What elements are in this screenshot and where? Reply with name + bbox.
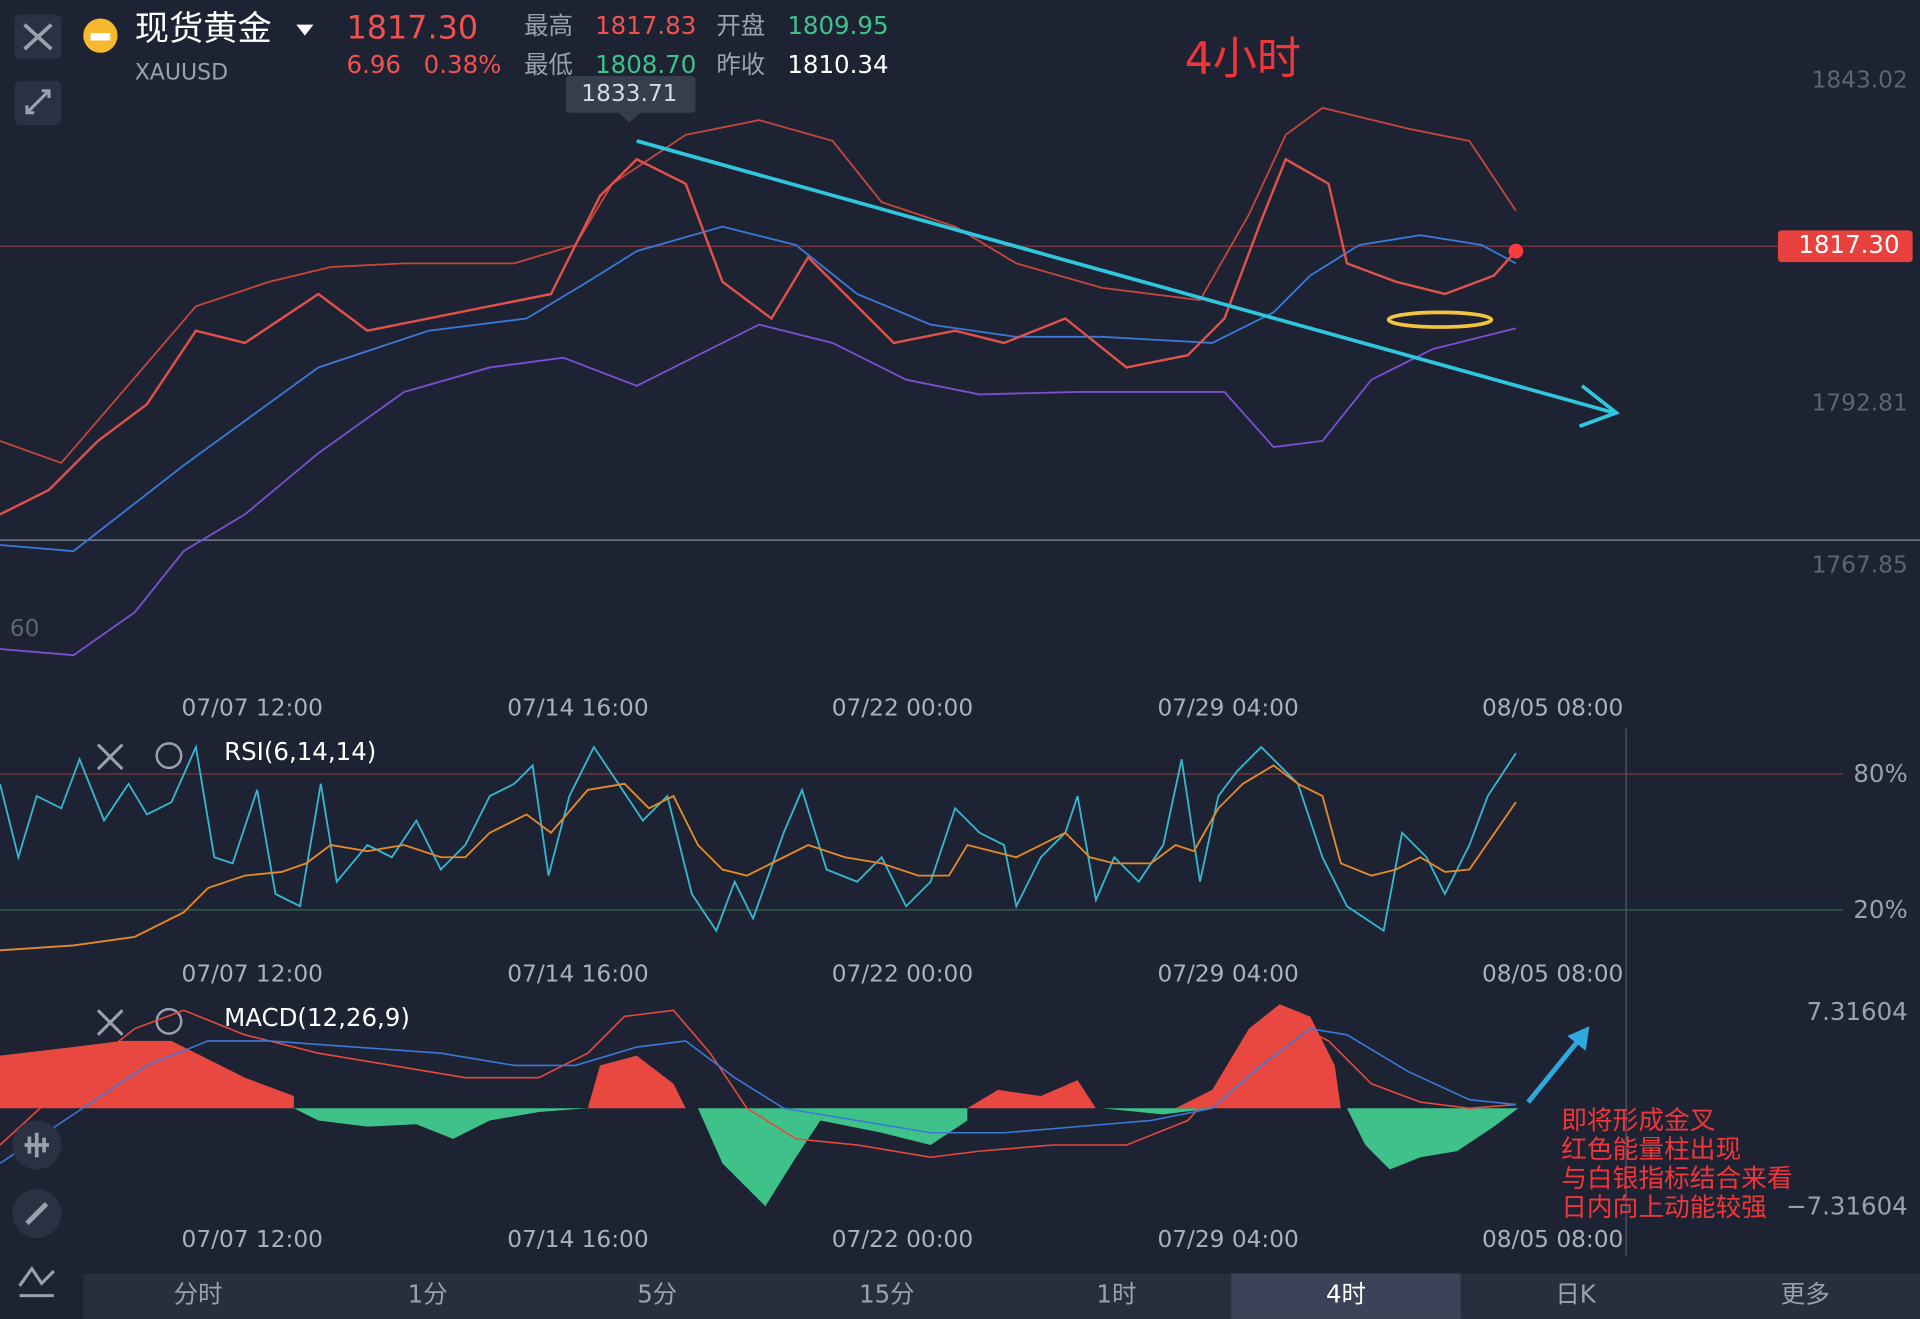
macd-axis-label: −7.31604	[1786, 1191, 1908, 1220]
price-tag-text: 1817.30	[1798, 230, 1899, 259]
price-tag	[1777, 230, 1913, 263]
stat-label: 最低	[524, 50, 573, 79]
change: 6.96	[347, 50, 401, 79]
rsi-slow	[0, 764, 1517, 952]
stat-label: 最高	[524, 11, 573, 40]
change-pct: 0.38%	[424, 50, 502, 79]
tab[interactable]: 1分	[408, 1280, 448, 1309]
note-line: 即将形成金叉	[1561, 1106, 1715, 1136]
rsi-level: 80%	[1853, 759, 1907, 788]
price-trace	[0, 157, 1517, 516]
upper-band	[0, 106, 1517, 465]
time-label: 07/07 12:00	[182, 695, 323, 722]
macd-hist-pos	[1175, 1004, 1341, 1109]
macd-hist-neg	[1346, 1108, 1519, 1170]
time-label: 07/29 04:00	[1157, 695, 1298, 722]
tab[interactable]: 分时	[174, 1280, 223, 1309]
symbol: XAUUSD	[135, 61, 228, 86]
tab-bar	[83, 1273, 1920, 1319]
macd-line	[0, 1027, 1517, 1165]
tab[interactable]: 日K	[1555, 1280, 1596, 1309]
time-label: 08/05 08:00	[1482, 695, 1623, 722]
high-marker: 1833.71	[581, 80, 677, 107]
stat-value: 1817.83	[595, 11, 696, 40]
macd-hist-pos	[0, 1040, 294, 1109]
high-marker-box	[565, 76, 696, 113]
time-label: 08/05 08:00	[1482, 960, 1623, 987]
price-axis-label: 1792.81	[1812, 390, 1908, 417]
lower-band	[0, 323, 1517, 657]
gold-icon-bar	[90, 33, 111, 41]
close-button[interactable]	[14, 14, 62, 59]
highlight-ellipse	[1386, 310, 1494, 329]
left-label: 60	[10, 615, 40, 642]
instrument-title[interactable]: 现货黄金	[135, 9, 272, 49]
stat-value: 1808.70	[595, 50, 696, 79]
time-label: 07/22 00:00	[832, 1226, 973, 1253]
rsi-settings[interactable]	[155, 742, 183, 770]
note-line: 与白银指标结合来看	[1561, 1164, 1792, 1194]
note-line: 红色能量柱出现	[1561, 1135, 1741, 1165]
tab[interactable]: 更多	[1781, 1280, 1830, 1309]
time-label: 08/05 08:00	[1482, 1226, 1623, 1253]
tab[interactable]: 15分	[859, 1280, 915, 1309]
macd-hist-pos	[967, 1080, 1096, 1109]
chart-type-tool[interactable]	[12, 1120, 62, 1170]
time-label: 07/14 16:00	[507, 960, 648, 987]
time-label: 07/22 00:00	[832, 695, 973, 722]
macd-signal	[0, 1009, 1516, 1159]
price-axis-label: 1843.02	[1812, 66, 1908, 93]
time-label: 07/07 12:00	[182, 960, 323, 987]
dropdown-arrow[interactable]	[296, 24, 314, 36]
trend-arrow	[1578, 384, 1621, 428]
macd-axis-label: 7.31604	[1807, 997, 1908, 1026]
time-label: 07/29 04:00	[1157, 960, 1298, 987]
signal-arrow	[1526, 1034, 1584, 1104]
tab[interactable]: 4时	[1326, 1280, 1366, 1309]
tab[interactable]: 1时	[1096, 1280, 1136, 1309]
collapse-button[interactable]	[14, 80, 62, 126]
macd-label: MACD(12,26,9)	[224, 1003, 410, 1032]
rsi-fast	[0, 743, 1517, 933]
draw-tool[interactable]	[12, 1189, 62, 1239]
stat-label: 昨收	[716, 50, 765, 79]
macd-hist-neg	[697, 1108, 968, 1207]
price-axis-label: 1767.85	[1812, 551, 1908, 578]
stat-label: 开盘	[716, 11, 765, 40]
rsi-level: 20%	[1853, 895, 1907, 924]
high-marker-pointer	[618, 112, 641, 123]
trend-line	[636, 139, 1615, 415]
note-line: 日内向上动能较强	[1561, 1193, 1767, 1223]
tab[interactable]: 5分	[637, 1280, 677, 1309]
stat-value: 1809.95	[787, 11, 888, 40]
rsi-label: RSI(6,14,14)	[224, 737, 376, 766]
time-axes: 07/07 12:00 07/14 16:00 07/22 00:00 07/29 0…	[182, 695, 1624, 1253]
macd-settings[interactable]	[155, 1007, 183, 1035]
macd-close[interactable]	[96, 1009, 124, 1036]
signal-arrowhead	[1567, 1026, 1590, 1051]
price: 1817.30	[347, 9, 479, 47]
tab-active-bg	[1231, 1273, 1461, 1319]
time-label: 07/14 16:00	[507, 695, 648, 722]
stat-value: 1810.34	[787, 50, 888, 79]
macd-hist-neg	[1102, 1108, 1213, 1115]
indicator-tool[interactable]	[18, 1265, 55, 1298]
last-price-dot	[1508, 243, 1524, 259]
tabs: 分时 1分 5分 15分 1时 4时 日K 更多	[174, 1273, 1830, 1319]
macd-hist-neg	[293, 1108, 588, 1139]
rsi-close[interactable]	[96, 743, 124, 771]
period-note: 4小时	[1185, 33, 1301, 84]
time-label: 07/22 00:00	[832, 960, 973, 987]
time-label: 07/14 16:00	[507, 1226, 648, 1253]
time-label: 07/29 04:00	[1157, 1226, 1298, 1253]
macd-hist-pos	[587, 1055, 686, 1109]
middle-band	[0, 225, 1517, 553]
time-label: 07/07 12:00	[182, 1226, 323, 1253]
